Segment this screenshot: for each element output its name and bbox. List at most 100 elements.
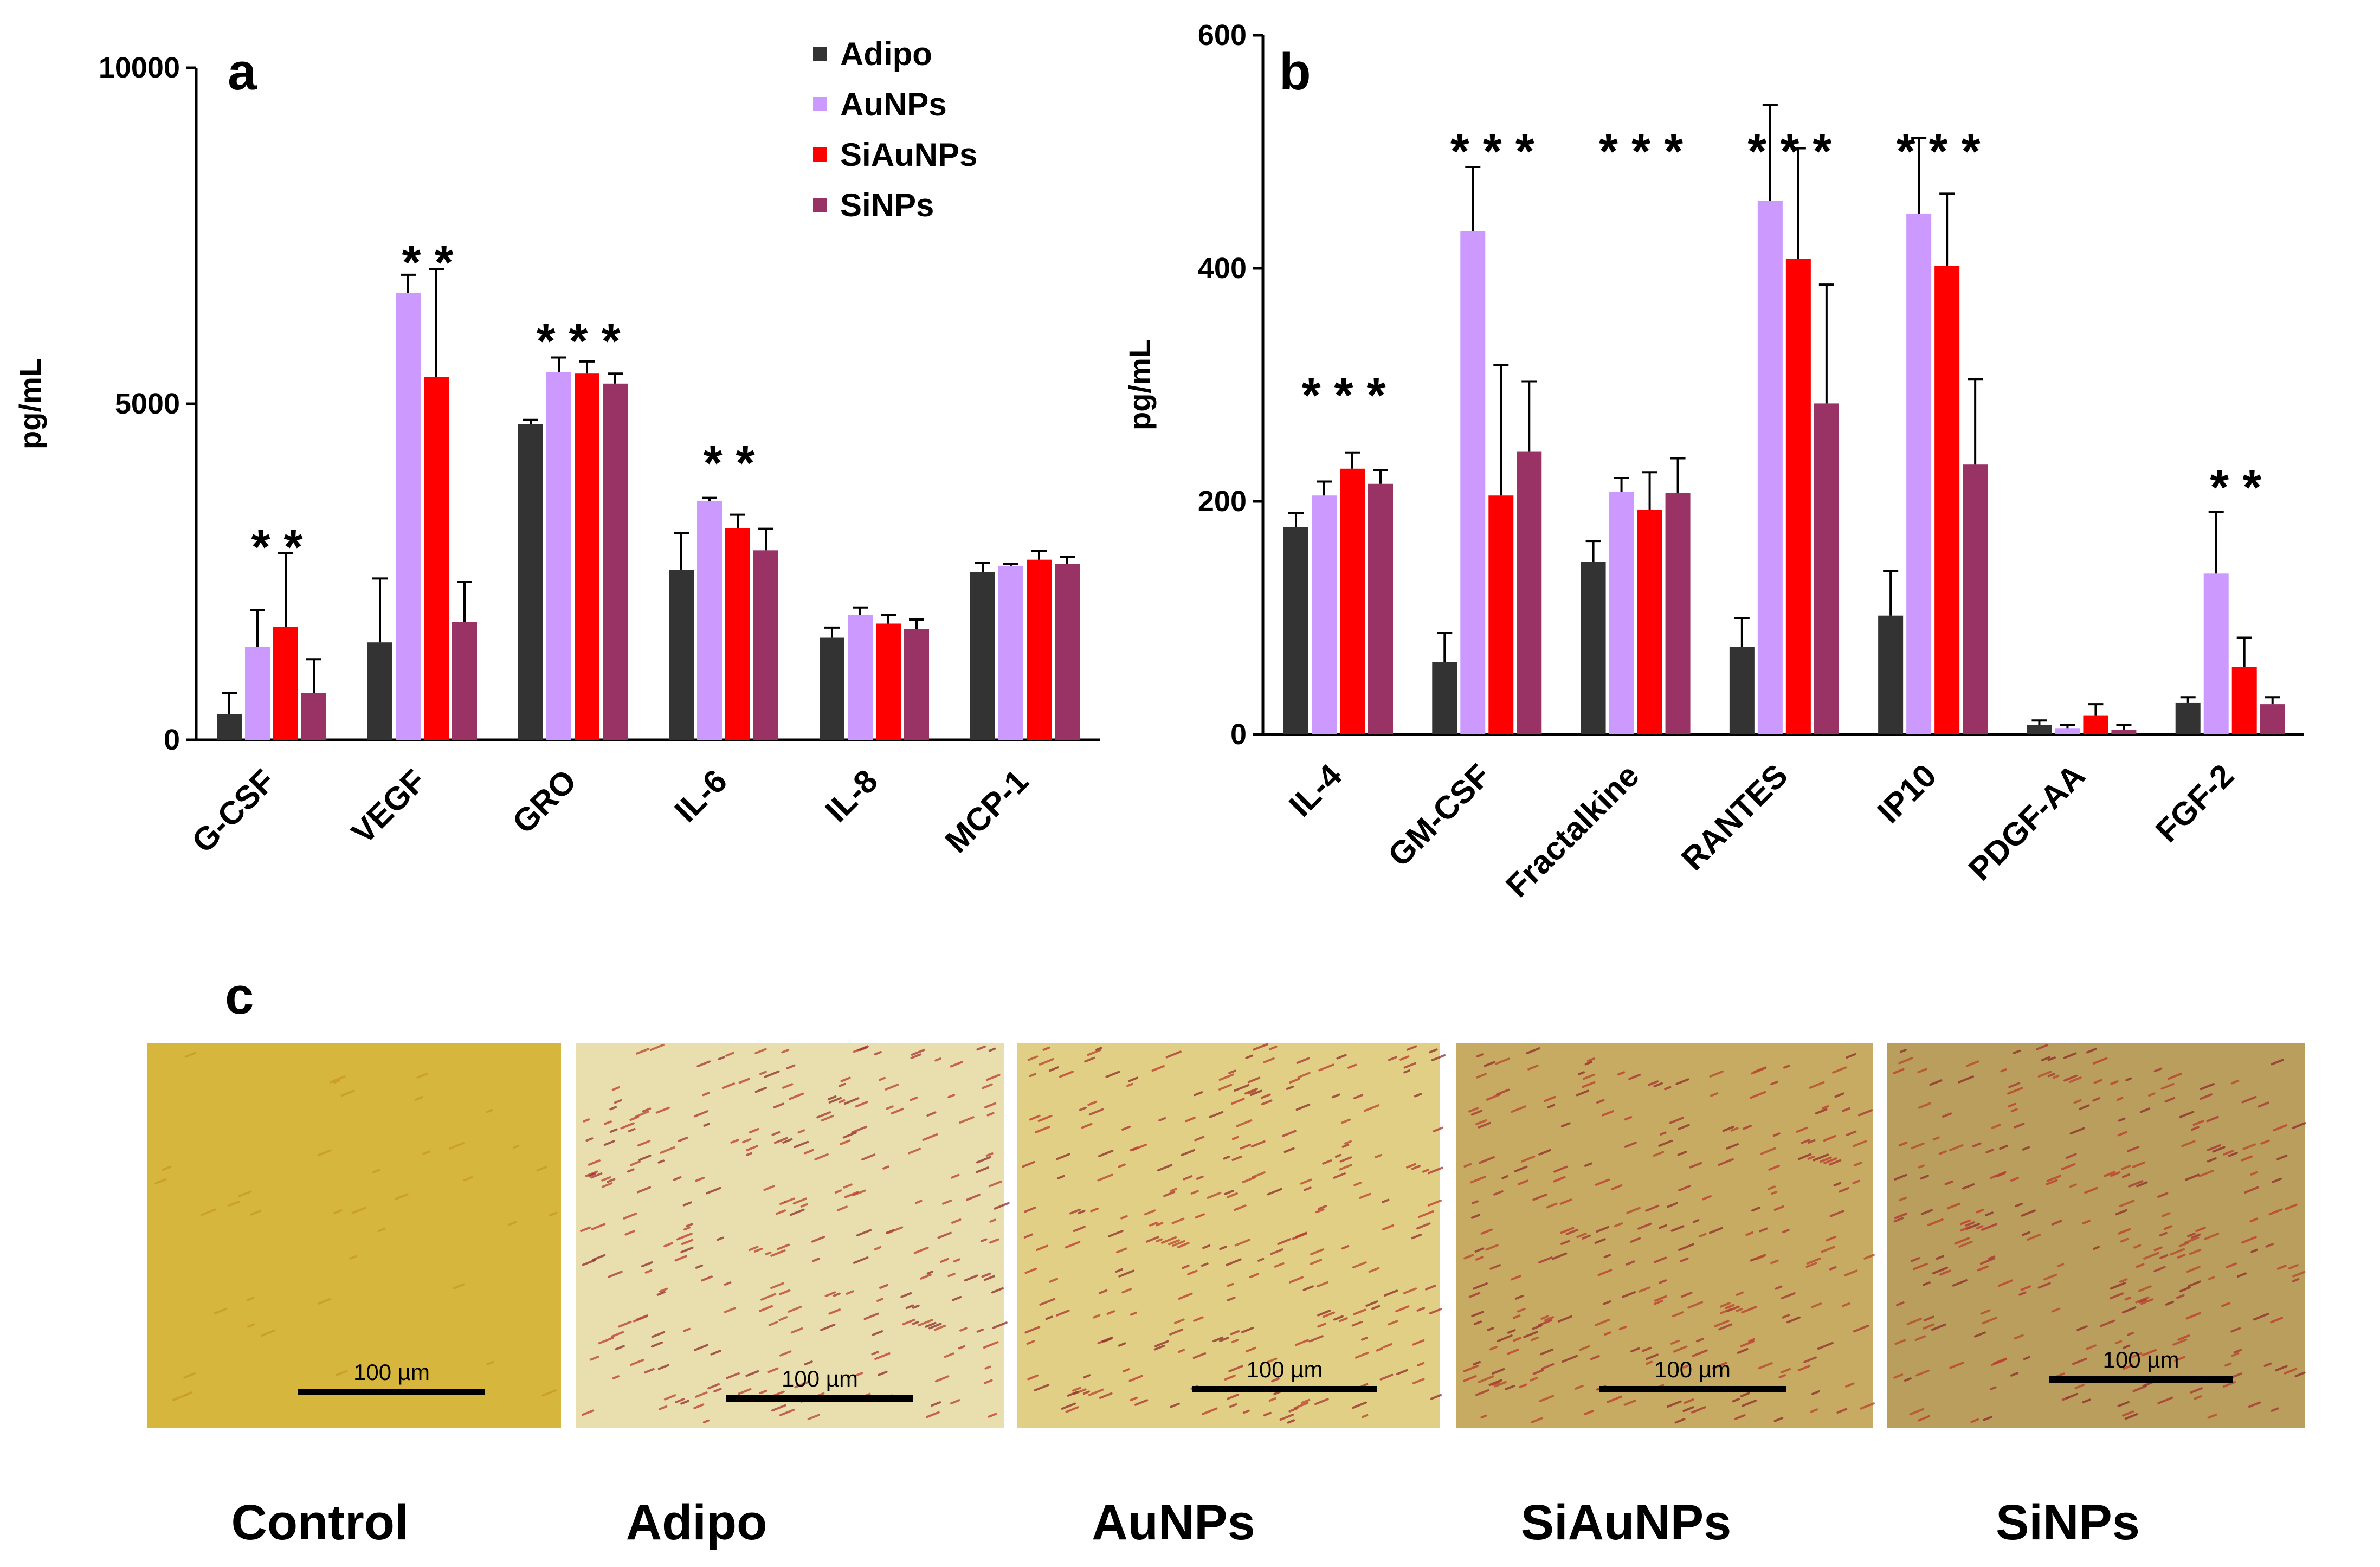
micrograph-texture-mark — [1228, 1069, 1236, 1074]
panel-b-bar-gm-csf-adipo — [1432, 662, 1457, 734]
micrograph-texture-mark — [1308, 1335, 1324, 1343]
micrograph-texture-mark — [1638, 1286, 1651, 1293]
micrograph-texture-mark — [1675, 1078, 1689, 1085]
micrograph-texture-mark — [878, 1370, 888, 1376]
micrograph-texture-mark — [1796, 1126, 1808, 1133]
micrograph-texture-mark — [1739, 1340, 1755, 1347]
micrograph-texture-mark — [1475, 1256, 1484, 1261]
micrograph-texture-mark — [912, 1321, 919, 1325]
micrograph-texture-mark — [1414, 1093, 1422, 1098]
micrograph-texture-mark — [1489, 1346, 1498, 1351]
micrograph-texture-mark — [984, 1365, 991, 1370]
micrograph-texture-mark — [1960, 1225, 1972, 1232]
micrograph-texture-mark — [1899, 1049, 1907, 1053]
micrograph-texture-mark — [2115, 1209, 2127, 1216]
micrograph-texture-mark — [1470, 1214, 1481, 1219]
micrograph-texture-mark — [922, 1133, 938, 1141]
micrograph-texture-mark — [964, 1274, 978, 1282]
micrograph-texture-mark — [1754, 1254, 1766, 1260]
micrograph-texture-mark — [1165, 1050, 1182, 1059]
panel-a-category-label: GRO — [505, 763, 583, 841]
panel-a-bar-il-8-sinps — [904, 629, 929, 740]
micrograph-texture-mark — [1898, 1142, 1908, 1147]
micrograph-texture-mark — [779, 1408, 795, 1416]
micrograph-texture-mark — [1341, 1118, 1351, 1124]
legend-entry-siaunps: SiAuNPs — [840, 137, 977, 173]
micrograph-texture-mark — [1223, 1155, 1230, 1160]
micrograph-texture-mark — [1823, 1157, 1837, 1164]
micrograph-texture-mark — [608, 1271, 623, 1278]
micrograph-texture-mark — [1301, 1398, 1311, 1404]
micrograph-texture-mark — [1667, 1202, 1679, 1208]
micrograph-texture-mark — [1817, 1342, 1834, 1350]
panel-b-category-label: GM-CSF — [1381, 757, 1498, 874]
micrograph-texture-mark — [1932, 1136, 1940, 1141]
panel-a-bar-mcp-1-adipo — [970, 572, 995, 740]
micrograph-texture-mark — [2173, 1356, 2186, 1362]
micrograph-texture-mark — [1487, 1327, 1494, 1331]
micrograph-texture-mark — [702, 1092, 710, 1097]
micrograph-texture-mark — [1277, 1238, 1292, 1246]
micrograph-texture-mark — [992, 1321, 1008, 1329]
micrograph-texture-mark — [1480, 1228, 1493, 1235]
micrograph-texture-mark — [2153, 1266, 2166, 1273]
micrograph-texture-mark — [1475, 1389, 1489, 1396]
micrograph-texture-mark — [1219, 1246, 1227, 1250]
scale-bar-label: 100 µm — [353, 1359, 430, 1385]
micrograph-texture-mark — [944, 1352, 954, 1358]
micrograph-texture-mark — [1289, 1078, 1300, 1084]
micrograph-texture-mark — [1773, 1205, 1785, 1211]
micrograph-texture-mark — [1218, 1084, 1233, 1091]
micrograph-texture-mark — [2061, 1163, 2076, 1171]
micrograph-texture-mark — [1338, 1317, 1348, 1323]
micrograph-texture-mark — [1224, 1375, 1236, 1381]
micrograph-texture-mark — [1584, 1061, 1592, 1066]
micrograph-texture-mark — [1834, 1092, 1844, 1098]
micrograph-texture-mark — [589, 1356, 599, 1361]
micrograph-texture-mark — [1936, 1255, 1945, 1260]
micrograph-texture-mark — [1983, 1416, 1992, 1421]
micrograph-texture-mark — [794, 1381, 810, 1389]
micrograph-texture-mark — [1351, 1320, 1363, 1327]
micrograph-texture-mark — [1242, 1409, 1250, 1414]
micrograph-texture-mark — [416, 1073, 428, 1079]
micrograph-texture-mark — [874, 1050, 882, 1056]
micrograph-texture-mark — [2008, 1102, 2016, 1108]
micrograph-texture-mark — [1287, 1419, 1295, 1424]
micrograph-texture-mark — [2104, 1171, 2115, 1177]
panel-b-bar-gm-csf-sinps — [1517, 451, 1542, 734]
micrograph-texture-mark — [1101, 1336, 1113, 1343]
micrograph-texture-mark — [1361, 1414, 1369, 1418]
panel-b-y-tick-label: 0 — [1230, 718, 1247, 751]
micrograph-texture-mark — [1521, 1155, 1536, 1163]
micrograph-texture-mark — [2014, 1334, 2024, 1340]
panel-b-bar-fgf-2-siaunps — [2231, 667, 2257, 734]
micrograph-texture-mark — [2177, 1254, 2186, 1259]
micrograph-texture-mark — [2121, 1164, 2131, 1170]
micrograph-texture-mark — [681, 1239, 694, 1246]
micrograph-texture-mark — [937, 1231, 952, 1239]
panel-b-category-label: IP10 — [1871, 757, 1944, 830]
micrograph-texture-mark — [782, 1138, 793, 1144]
micrograph-texture-mark — [1027, 1055, 1039, 1061]
micrograph-texture-mark — [2242, 1143, 2256, 1150]
micrograph-texture-mark — [2184, 1236, 2200, 1244]
micrograph-texture-mark — [2073, 1099, 2082, 1104]
micrograph-texture-mark — [1981, 1317, 1997, 1325]
panel-a-category-label: VEGF — [344, 763, 433, 851]
micrograph-texture-mark — [1131, 1143, 1147, 1152]
micrograph-texture-mark — [1084, 1056, 1095, 1063]
micrograph-texture-mark — [1833, 1182, 1842, 1186]
micrograph-texture-mark — [737, 1388, 752, 1395]
micrograph-texture-mark — [184, 1052, 197, 1058]
micrograph-texture-mark — [1253, 1043, 1268, 1051]
micrograph-texture-mark — [1249, 1273, 1259, 1279]
micrograph-texture-mark — [1584, 1162, 1592, 1167]
micrograph-texture-mark — [2143, 1252, 2160, 1260]
micrograph-texture-mark — [2110, 1080, 2119, 1085]
micrograph-texture-mark — [1352, 1261, 1367, 1269]
micrograph-texture-mark — [1494, 1057, 1510, 1065]
micrograph-texture-mark — [1815, 1108, 1828, 1115]
micrograph-texture-mark — [2200, 1082, 2215, 1091]
micrograph-texture-mark — [928, 1323, 942, 1330]
